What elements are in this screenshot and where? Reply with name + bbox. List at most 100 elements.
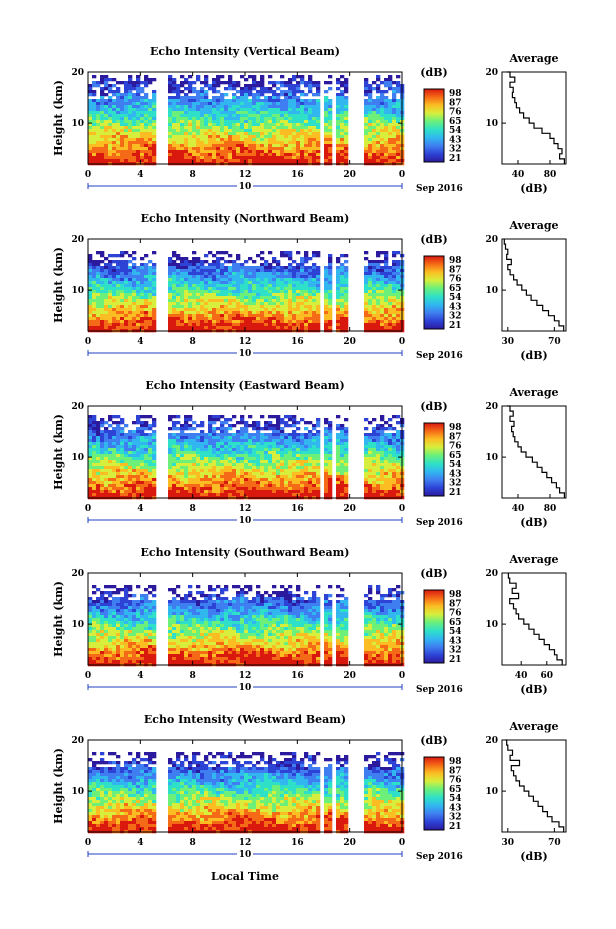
average-x-tick-label: 30 [502, 838, 515, 848]
colorbar-tick-label: 21 [449, 488, 462, 498]
x-tick-label: 8 [190, 838, 196, 848]
y-tick-label: 10 [71, 119, 84, 129]
x-tick-label: 12 [239, 170, 252, 180]
panel-3: Echo Intensity (Eastward Beam) 0 4 8 12 16 20 0… [52, 379, 567, 529]
colorbar-tick-label: 32 [449, 646, 462, 656]
colorbar-tick-label: 54 [449, 126, 462, 136]
colorbar-tick-label: 43 [449, 636, 462, 646]
colorbar-unit: (dB) [420, 66, 447, 79]
average-x-tick-label: 70 [548, 838, 561, 848]
panel-1: Echo Intensity (Vertical Beam) 0 4 8 12 16 20 0… [52, 45, 567, 195]
average-title: Average [508, 386, 558, 399]
date-label: Sep 2016 [416, 518, 463, 528]
average-frame [501, 71, 567, 165]
day-label: 10 [239, 850, 252, 860]
panel-title: Echo Intensity (Westward Beam) [144, 713, 346, 726]
x-tick-label: 20 [343, 170, 356, 180]
average-profile-line [505, 739, 565, 832]
average-x-tick-label: 80 [544, 170, 557, 180]
panel-title: Echo Intensity (Northward Beam) [141, 212, 350, 225]
average-x-tick-label: 40 [512, 504, 525, 514]
y-axis-label: Height (km) [52, 581, 65, 657]
average-title: Average [508, 720, 558, 733]
average-xlabel: (dB) [520, 683, 547, 696]
colorbar-tick-label: 76 [449, 108, 462, 118]
colorbar-tick-label: 98 [449, 757, 462, 767]
colorbar-tick-label: 76 [449, 609, 462, 619]
x-tick-label: 4 [137, 504, 143, 514]
x-tick-label: 12 [239, 838, 252, 848]
average-xlabel: (dB) [520, 349, 547, 362]
colorbar-unit: (dB) [420, 734, 447, 747]
colorbar-unit: (dB) [420, 233, 447, 246]
average-y-tick-label: 20 [485, 402, 498, 412]
average-y-tick-label: 20 [485, 569, 498, 579]
colorbar-tick-label: 43 [449, 135, 462, 145]
average-y-tick-label: 10 [485, 787, 498, 797]
colorbar [423, 589, 445, 664]
x-tick-label: 20 [343, 504, 356, 514]
x-tick-label: 0 [399, 838, 405, 848]
y-tick-label: 20 [71, 235, 84, 245]
average-y-tick-label: 10 [485, 453, 498, 463]
y-tick-label: 10 [71, 453, 84, 463]
x-tick-label: 20 [343, 337, 356, 347]
x-tick-label: 12 [239, 671, 252, 681]
x-tick-label: 4 [137, 671, 143, 681]
x-tick-label: 20 [343, 838, 356, 848]
colorbar-tick-label: 65 [449, 785, 462, 795]
x-tick-label: 16 [291, 337, 304, 347]
colorbar-tick-label: 65 [449, 451, 462, 461]
day-label: 10 [239, 516, 252, 526]
x-tick-label: 16 [291, 838, 304, 848]
x-tick-label: 0 [85, 671, 91, 681]
y-tick-label: 10 [71, 620, 84, 630]
average-x-tick-label: 60 [541, 671, 554, 681]
x-axis-label: Local Time [211, 870, 279, 883]
colorbar-tick-label: 76 [449, 275, 462, 285]
colorbar [423, 422, 445, 497]
x-tick-label: 20 [343, 671, 356, 681]
x-tick-label: 16 [291, 504, 304, 514]
y-tick-label: 20 [71, 736, 84, 746]
date-label: Sep 2016 [416, 351, 463, 361]
colorbar-tick-label: 54 [449, 794, 462, 804]
average-x-tick-label: 40 [515, 671, 528, 681]
y-tick-label: 10 [71, 787, 84, 797]
average-y-tick-label: 20 [485, 235, 498, 245]
average-frame [501, 572, 567, 666]
colorbar-tick-label: 43 [449, 803, 462, 813]
average-x-tick-label: 30 [502, 337, 515, 347]
x-tick-label: 12 [239, 337, 252, 347]
x-tick-label: 8 [190, 337, 196, 347]
x-tick-label: 0 [399, 671, 405, 681]
colorbar-tick-label: 87 [449, 766, 462, 776]
average-frame [501, 238, 567, 332]
day-label: 10 [239, 683, 252, 693]
panel-5: Echo Intensity (Westward Beam) 0 4 8 12 16 20 0… [52, 713, 567, 863]
heatmap-cells [88, 415, 405, 500]
colorbar-tick-label: 32 [449, 479, 462, 489]
x-tick-label: 4 [137, 337, 143, 347]
panel-4: Echo Intensity (Southward Beam) 0 4 8 12 16 20… [52, 546, 567, 696]
x-tick-label: 4 [137, 838, 143, 848]
colorbar-tick-label: 98 [449, 590, 462, 600]
y-tick-label: 10 [71, 286, 84, 296]
day-label: 10 [239, 182, 252, 192]
y-axis-label: Height (km) [52, 80, 65, 156]
x-tick-label: 0 [85, 337, 91, 347]
colorbar-tick-label: 43 [449, 302, 462, 312]
average-y-tick-label: 20 [485, 736, 498, 746]
average-frame [501, 739, 567, 833]
date-label: Sep 2016 [416, 685, 463, 695]
x-tick-label: 8 [190, 504, 196, 514]
y-tick-label: 20 [71, 402, 84, 412]
colorbar-unit: (dB) [420, 400, 447, 413]
date-label: Sep 2016 [416, 184, 463, 194]
y-tick-label: 20 [71, 569, 84, 579]
colorbar-tick-label: 54 [449, 460, 462, 470]
colorbar-tick-label: 32 [449, 145, 462, 155]
x-tick-label: 0 [85, 504, 91, 514]
date-label: Sep 2016 [416, 852, 463, 862]
